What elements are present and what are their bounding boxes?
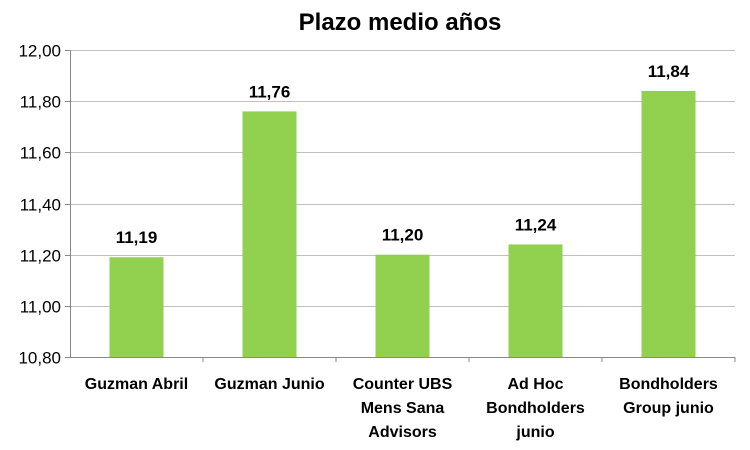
x-tick-label: Bondholders Group junio xyxy=(619,376,718,417)
y-axis: 10,80 11,00 11,20 11,40 11,60 11,80 12,00 xyxy=(18,42,71,368)
x-axis: Guzman Abril Guzman Junio Counter UBS Mens … xyxy=(70,357,736,441)
data-label: 11,19 xyxy=(116,228,158,247)
y-tick-label: 11,00 xyxy=(20,298,61,317)
bar xyxy=(109,257,164,357)
bar xyxy=(242,111,297,358)
bar xyxy=(641,90,696,357)
x-tick-label: Ad Hoc Bondholders junio xyxy=(486,376,585,441)
chart-title: Plazo medio años xyxy=(299,9,502,36)
data-label: 11,76 xyxy=(249,82,291,101)
data-label: 11,24 xyxy=(515,215,557,234)
data-label: 11,20 xyxy=(382,226,424,245)
y-tick-label: 10,80 xyxy=(18,349,61,368)
bar xyxy=(508,244,563,357)
y-tick-label: 11,60 xyxy=(20,144,61,163)
y-tick-label: 11,40 xyxy=(20,196,61,215)
bar xyxy=(375,254,430,357)
y-tick-label: 11,80 xyxy=(20,93,61,112)
y-tick-label: 12,00 xyxy=(18,42,61,61)
data-labels: 11,19 11,76 11,20 11,24 11,84 xyxy=(116,62,690,247)
x-tick-label: Guzman Abril xyxy=(85,376,188,393)
x-tick-label: Guzman Junio xyxy=(214,376,324,393)
y-tick-label: 11,20 xyxy=(20,247,61,266)
x-tick-label: Counter UBS Mens Sana Advisors xyxy=(353,376,453,441)
data-label: 11,84 xyxy=(648,62,690,81)
bars xyxy=(109,90,696,358)
